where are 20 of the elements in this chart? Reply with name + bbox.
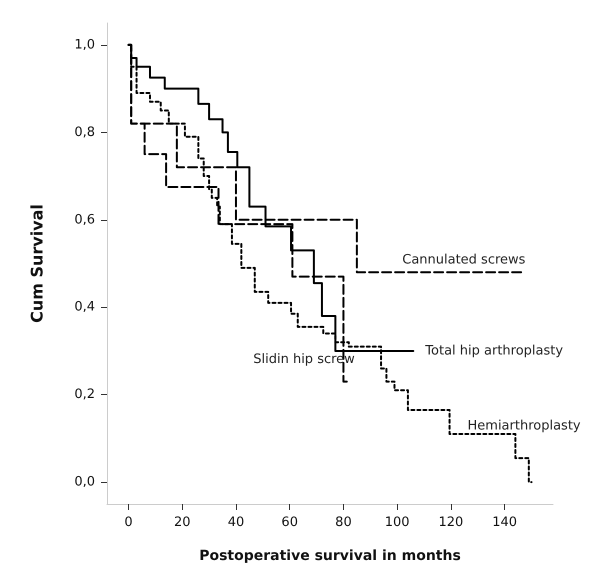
x-tick-label: 80 <box>335 515 352 530</box>
x-tick-label: 100 <box>384 515 410 530</box>
y-tick-label: 0,0 <box>74 474 95 490</box>
x-tick-label: 40 <box>228 515 244 530</box>
series-label: Hemiarthroplasty <box>468 418 581 434</box>
series-label: Slidin hip screw <box>253 352 356 368</box>
y-tick-label: 0,6 <box>74 212 95 228</box>
y-tick-label: 0,2 <box>74 387 95 402</box>
x-tick-label: 0 <box>124 515 133 530</box>
x-tick-label: 60 <box>281 515 298 530</box>
y-axis-title: Cum Survival <box>28 204 46 323</box>
x-axis-title: Postoperative survival in months <box>199 548 461 564</box>
y-tick-label: 0,4 <box>74 300 95 315</box>
series-label: Total hip arthroplasty <box>424 343 564 358</box>
x-tick-label: 120 <box>438 515 464 530</box>
series-label: Cannulated screws <box>402 252 526 268</box>
x-tick-label: 140 <box>492 515 518 530</box>
y-tick-label: 1,0 <box>74 37 95 52</box>
x-tick-label: 20 <box>174 515 190 530</box>
y-tick-label: 0,8 <box>74 124 95 140</box>
